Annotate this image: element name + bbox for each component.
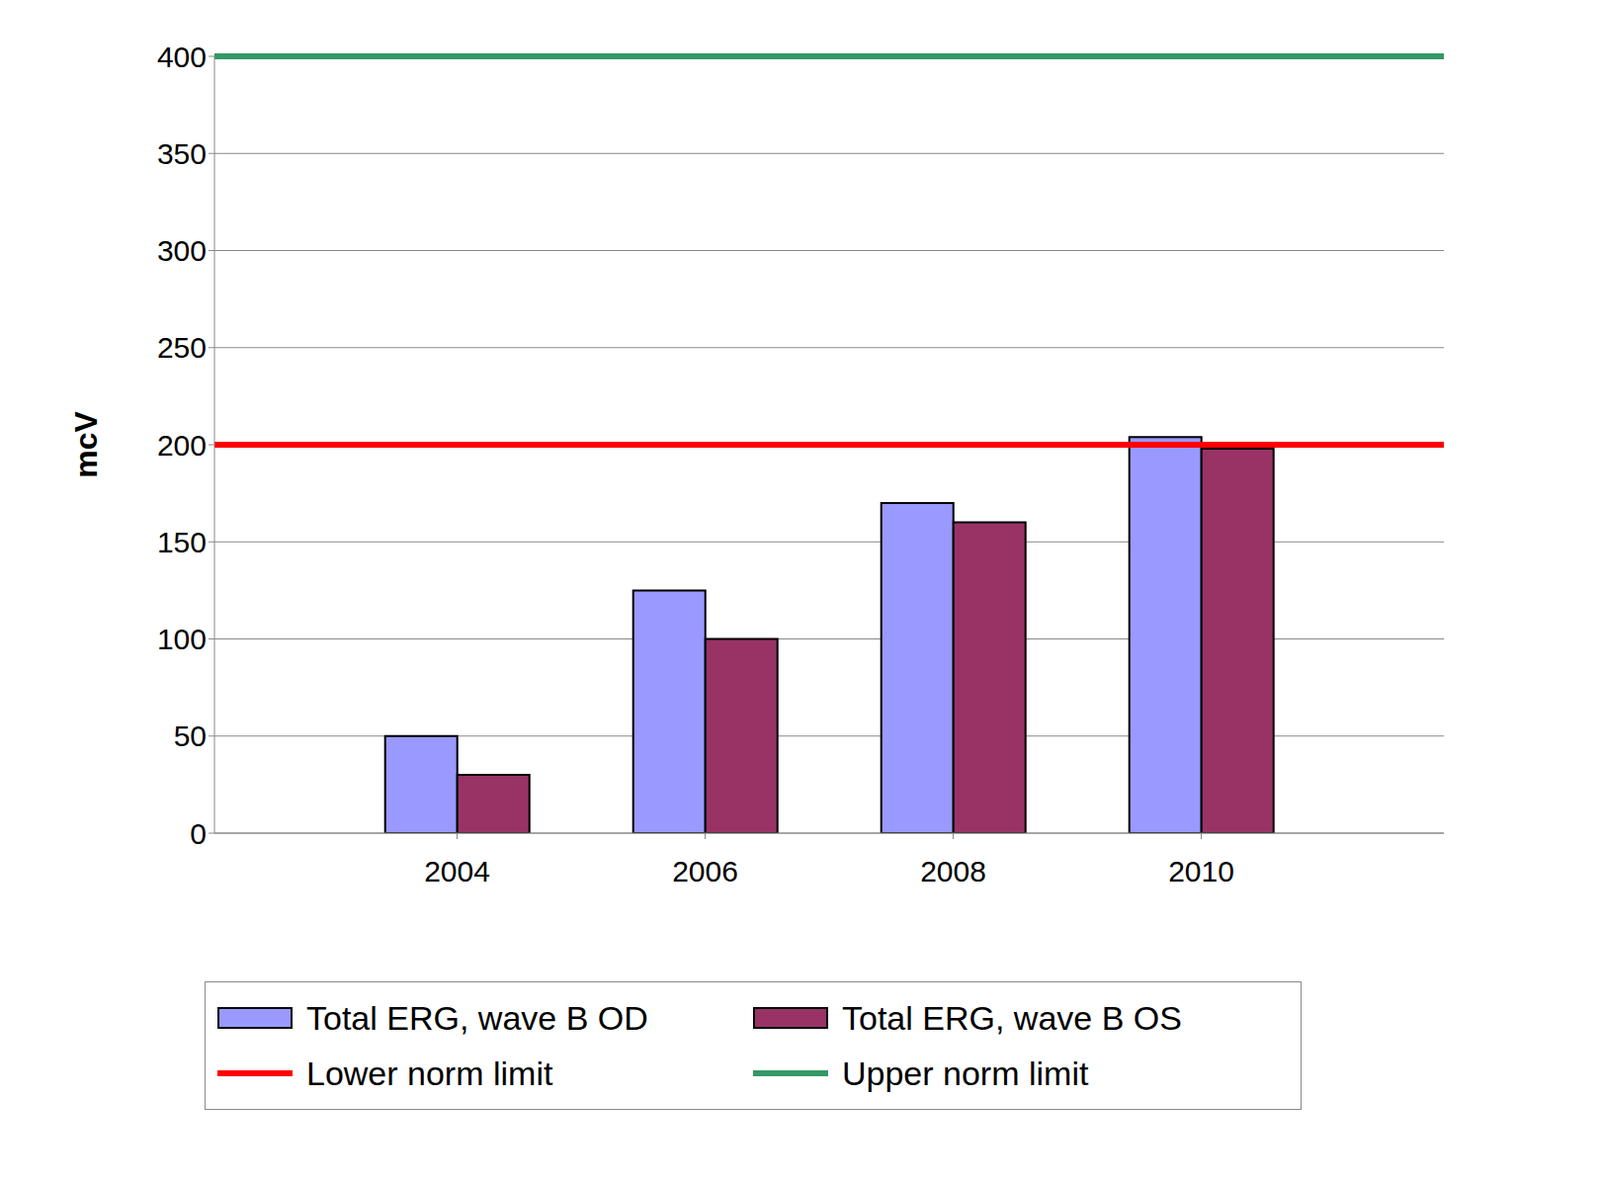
svg-text:400: 400 (157, 40, 207, 74)
svg-text:50: 50 (173, 719, 207, 753)
svg-text:0: 0 (189, 817, 207, 850)
svg-text:2010: 2010 (1168, 854, 1235, 888)
html-text:Lower norm limit: Lower norm limit (306, 1053, 553, 1092)
svg-text:350: 350 (157, 137, 207, 170)
html-text:Upper norm limit: Upper norm limit (842, 1053, 1089, 1092)
html-text:Total ERG, wave B OS: Total ERG, wave B OS (842, 998, 1182, 1037)
svg-text:150: 150 (157, 525, 207, 559)
svg-text:2006: 2006 (672, 854, 739, 888)
svg-text:2008: 2008 (920, 854, 987, 888)
html-text:Total ERG, wave B OD: Total ERG, wave B OD (306, 998, 649, 1037)
svg-text:300: 300 (157, 234, 207, 267)
svg-text:250: 250 (157, 331, 207, 364)
svg-text:200: 200 (157, 428, 207, 462)
svg-text:mcV: mcV (68, 411, 104, 479)
svg-text:100: 100 (157, 622, 207, 656)
svg-text:2004: 2004 (423, 854, 491, 888)
